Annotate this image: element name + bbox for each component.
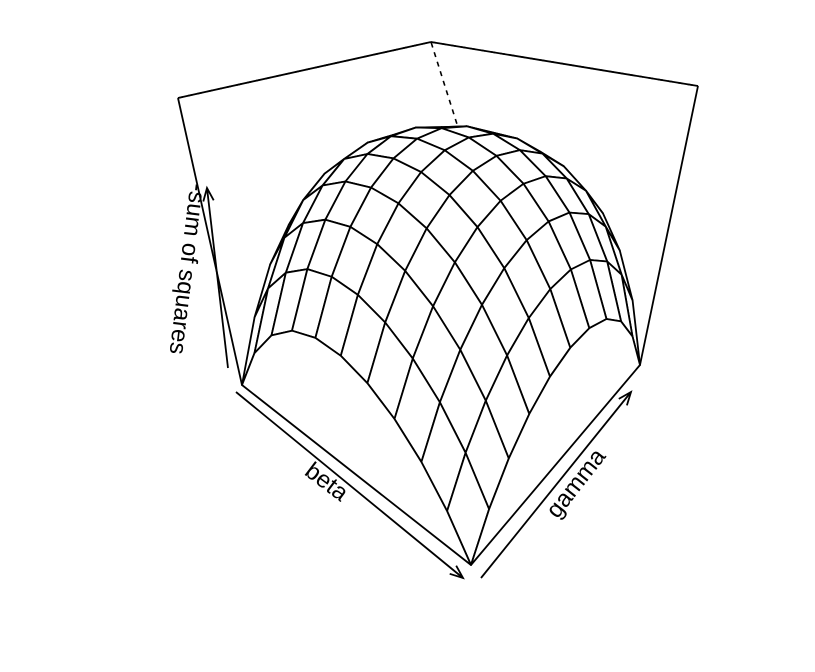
gamma-axis-arrow-head	[618, 390, 633, 406]
beta-axis-arrow-head	[449, 565, 465, 580]
beta-axis-arrow	[235, 391, 465, 580]
surface-mesh	[241, 125, 641, 566]
z-axis-label: -sum of squares	[164, 182, 212, 356]
gamma-axis-arrow-shaft	[480, 391, 632, 579]
z-axis-arrow	[202, 185, 229, 369]
box-edge-top	[430, 41, 699, 87]
bounding-box-front	[177, 85, 699, 566]
beta-axis-arrow-shaft	[235, 391, 464, 579]
axis-arrows	[202, 185, 633, 580]
z-axis-arrow-head	[202, 185, 215, 202]
box-edge-hidden	[430, 41, 482, 201]
z-axis-arrow-shaft	[206, 187, 229, 369]
gamma-axis-arrow	[480, 390, 633, 579]
box-edge-vertical	[639, 85, 699, 366]
surface-side-beta	[241, 329, 472, 566]
surface-side-gamma	[470, 318, 641, 566]
box-edge-top	[177, 41, 432, 99]
box-edge-vertical	[177, 97, 243, 386]
